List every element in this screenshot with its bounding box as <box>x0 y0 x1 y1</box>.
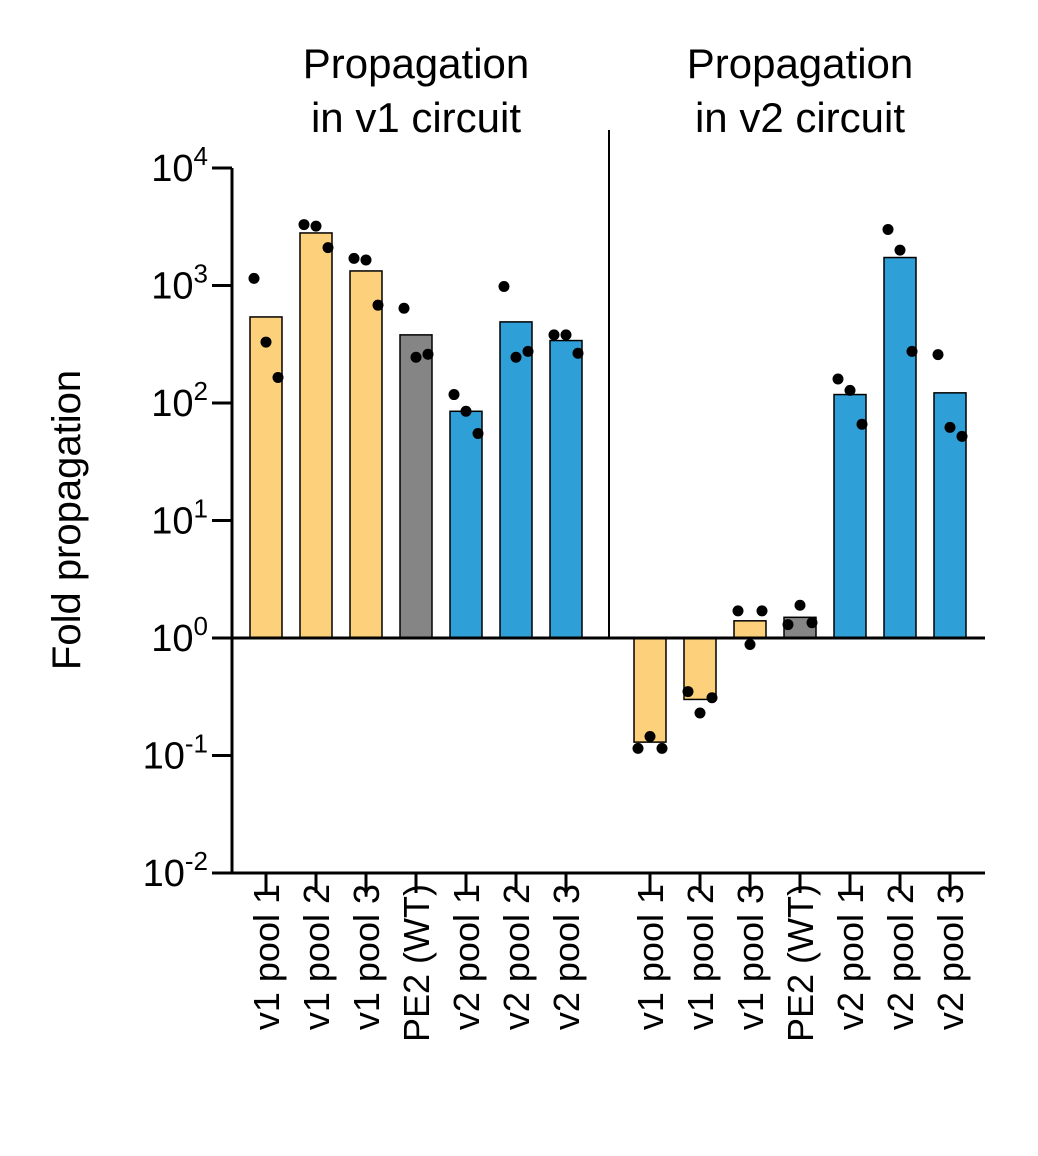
data-point-2-5-2 <box>844 384 856 396</box>
category-label-2-7: v2 pool 3 <box>930 884 971 1030</box>
data-point-2-1-3 <box>656 742 668 754</box>
y-tick-label-6: 10-2 <box>143 846 208 895</box>
bar-1-7 <box>549 339 583 639</box>
data-point-2-4-3 <box>806 617 818 629</box>
data-point-2-6-1 <box>882 223 894 235</box>
bar-1-6 <box>499 321 533 639</box>
data-point-1-6-1 <box>498 281 510 293</box>
y-axis-title: Fold propagation <box>45 370 89 670</box>
y-tick-label-3: 101 <box>151 494 208 543</box>
category-label-2-6: v2 pool 2 <box>880 884 921 1030</box>
bar-1-1 <box>249 316 283 639</box>
data-point-1-2-1 <box>298 219 310 231</box>
data-point-2-3-3 <box>756 605 768 617</box>
data-point-2-3-1 <box>732 605 744 617</box>
data-point-2-1-1 <box>632 742 644 754</box>
category-label-2-3: v1 pool 3 <box>730 884 771 1030</box>
panel-title-1-line-1: Propagation <box>303 40 530 87</box>
bar-2-1 <box>633 637 667 743</box>
data-point-2-2-1 <box>682 686 694 698</box>
y-tick-label-5: 10-1 <box>143 729 208 778</box>
data-point-1-2-2 <box>310 220 322 232</box>
data-point-2-7-2 <box>944 421 956 433</box>
data-point-1-1-2 <box>260 336 272 348</box>
y-tick-label-0: 104 <box>151 141 208 190</box>
data-point-2-5-1 <box>832 373 844 385</box>
data-point-1-3-2 <box>360 254 372 266</box>
data-point-2-2-2 <box>694 707 706 719</box>
data-point-1-7-2 <box>560 329 572 341</box>
category-label-2-5: v2 pool 1 <box>830 884 871 1030</box>
data-point-2-2-3 <box>706 692 718 704</box>
category-label-2-2: v1 pool 2 <box>680 884 721 1030</box>
category-label-1-6: v2 pool 2 <box>496 884 537 1030</box>
category-label-1-1: v1 pool 1 <box>246 884 287 1030</box>
panel-title-2-line-2: in v2 circuit <box>695 94 905 141</box>
data-point-2-6-2 <box>894 244 906 256</box>
category-label-1-4: PE2 (WT) <box>396 884 437 1042</box>
data-point-1-5-1 <box>448 389 460 401</box>
data-point-1-3-3 <box>372 299 384 311</box>
data-point-2-7-1 <box>932 349 944 361</box>
bar-1-3 <box>349 270 383 639</box>
category-label-1-2: v1 pool 2 <box>296 884 337 1030</box>
data-point-1-1-3 <box>272 371 284 383</box>
data-point-1-7-3 <box>572 347 584 359</box>
data-point-1-4-2 <box>410 351 422 363</box>
bar-1-4 <box>399 334 433 639</box>
data-point-2-4-2 <box>794 599 806 611</box>
bar-2-6 <box>883 256 917 639</box>
category-label-1-3: v1 pool 3 <box>346 884 387 1030</box>
category-label-1-7: v2 pool 3 <box>546 884 587 1030</box>
bar-1-2 <box>299 232 333 639</box>
y-tick-label-1: 103 <box>151 259 208 308</box>
data-point-1-1-1 <box>248 272 260 284</box>
data-point-2-5-3 <box>856 418 868 430</box>
data-point-1-6-2 <box>510 351 522 363</box>
data-point-2-7-3 <box>956 430 968 442</box>
data-point-1-5-2 <box>460 405 472 417</box>
data-point-1-3-1 <box>348 252 360 264</box>
category-label-2-1: v1 pool 1 <box>630 884 671 1030</box>
bar-2-3 <box>733 620 767 639</box>
data-point-1-6-3 <box>522 345 534 357</box>
data-point-2-1-2 <box>644 731 656 743</box>
bar-2-5 <box>833 393 867 639</box>
panel-title-2-line-1: Propagation <box>687 40 914 87</box>
data-point-2-4-1 <box>782 619 794 631</box>
data-point-1-4-3 <box>422 348 434 360</box>
data-point-1-4-1 <box>398 302 410 314</box>
data-point-2-6-3 <box>906 345 918 357</box>
data-point-1-2-3 <box>322 242 334 254</box>
data-point-1-5-3 <box>472 428 484 440</box>
bar-1-5 <box>449 410 483 639</box>
panel-title-1-line-2: in v1 circuit <box>311 94 521 141</box>
data-point-1-7-1 <box>548 329 560 341</box>
category-label-2-4: PE2 (WT) <box>780 884 821 1042</box>
y-tick-label-2: 102 <box>151 376 208 425</box>
data-point-2-3-2 <box>744 639 756 651</box>
y-tick-label-4: 100 <box>151 611 208 660</box>
category-label-1-5: v2 pool 1 <box>446 884 487 1030</box>
